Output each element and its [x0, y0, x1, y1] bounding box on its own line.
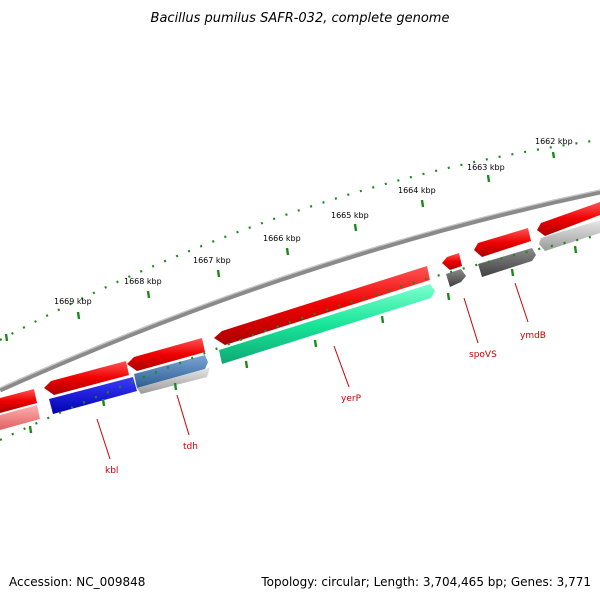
gene-label-tdh: tdh: [183, 442, 198, 452]
gene-label-leaders: [96, 282, 529, 460]
genome-backbone: [0, 189, 600, 393]
gene-spovs[interactable]: [446, 269, 466, 287]
scale-label-1664: 1664 kbp: [398, 186, 436, 195]
gene-label-kbl: kbl: [105, 466, 118, 476]
scale-label-1667: 1667 kbp: [193, 256, 231, 265]
cds-forward-spovs-upstream[interactable]: [442, 253, 462, 270]
cds-forward-left[interactable]: [0, 389, 37, 413]
gene-kbl[interactable]: [49, 377, 137, 414]
gene-tdh[interactable]: [134, 355, 208, 388]
gene-label-ymdb: ymdB: [520, 331, 546, 341]
cds-forward-yerp[interactable]: [214, 266, 430, 345]
gene-ymdb[interactable]: [478, 248, 536, 277]
scale-label-1669: 1669 kbp: [54, 297, 92, 306]
accession-text: Accession: NC_009848: [9, 575, 145, 589]
scale-label-1663: 1663 kbp: [467, 163, 505, 172]
major-ticks: [4, 151, 556, 342]
reverse-strand-features: [0, 220, 600, 430]
feature-light-grey-right[interactable]: [539, 220, 600, 251]
forward-strand-features: [0, 202, 600, 413]
map-title: Bacillus pumilus SAFR-032, complete geno…: [151, 11, 450, 26]
scale-label-1666: 1666 kbp: [263, 234, 301, 243]
cds-forward-1[interactable]: [537, 202, 600, 236]
inner-tick-ring: [0, 233, 600, 441]
cds-forward-tdh[interactable]: [127, 338, 205, 371]
gene-tdh-tail[interactable]: [137, 367, 210, 394]
gene-label-yerp: yerP: [341, 394, 362, 404]
feature-pink-left[interactable]: [0, 405, 40, 430]
genome-summary-text: Topology: circular; Length: 3,704,465 bp…: [260, 575, 591, 589]
cds-forward-2[interactable]: [474, 228, 531, 257]
scale-label-1668: 1668 kbp: [124, 277, 162, 286]
scale-label-1665: 1665 kbp: [331, 211, 369, 220]
cds-forward-kbl[interactable]: [44, 361, 129, 395]
scale-label-1662: 1662 kbp: [535, 137, 573, 146]
rna-yerp[interactable]: [219, 284, 435, 364]
inner-major-ticks: [28, 245, 578, 434]
gene-label-spovs: spoVS: [469, 350, 497, 360]
